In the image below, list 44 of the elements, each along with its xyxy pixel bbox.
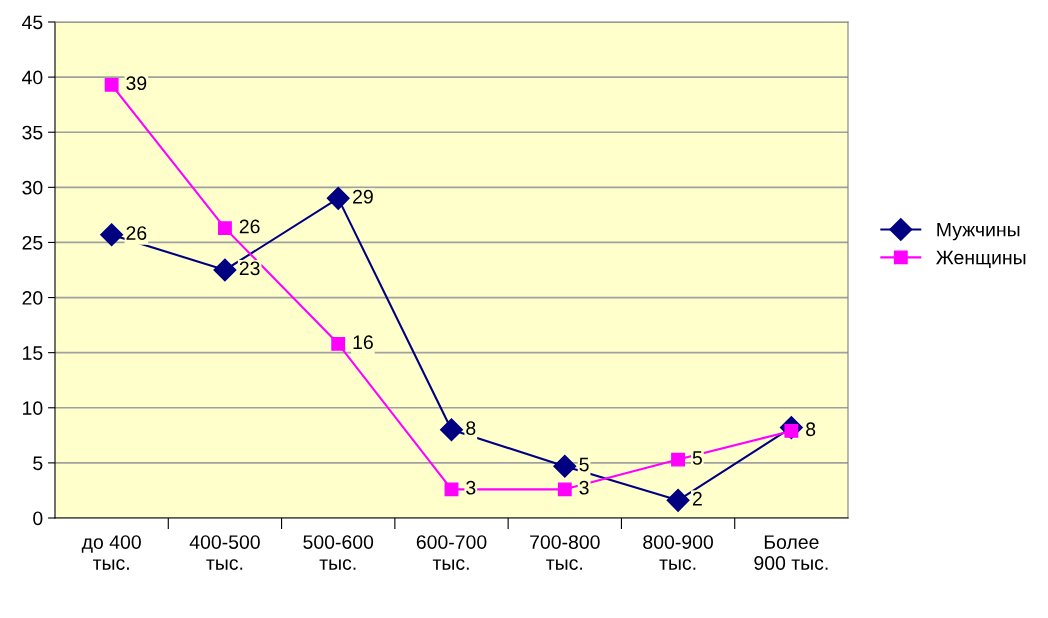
y-tick-label: 5 — [33, 456, 43, 471]
x-tick-label: 700-800 тыс. — [530, 535, 600, 570]
point — [553, 454, 577, 478]
y-tick-label: 35 — [22, 125, 43, 140]
data-label: 3 — [466, 480, 476, 495]
point — [104, 77, 119, 92]
legend-label: Женщины — [936, 250, 1026, 269]
data-label: 23 — [239, 261, 260, 276]
y-tick-label: 15 — [23, 346, 43, 360]
x-tick-label: 800-900 тыс. — [643, 535, 713, 570]
x-tick-label: 500-600 тыс. — [303, 535, 374, 570]
x-tick-label: до 400 тыс. — [81, 535, 141, 570]
data-label: 5 — [692, 451, 702, 465]
y-tick-label: 40 — [22, 70, 43, 85]
data-label: 2 — [692, 491, 702, 506]
data-label: 8 — [466, 421, 476, 436]
data-label: 26 — [126, 226, 147, 240]
point — [100, 223, 124, 247]
legend-label: Мужчины — [937, 222, 1020, 241]
y-tick-label: 45 — [22, 15, 43, 30]
point — [217, 221, 232, 236]
data-label: 8 — [806, 422, 816, 437]
data-label: 39 — [126, 76, 147, 91]
point — [671, 452, 686, 467]
point — [326, 186, 350, 210]
data-label: 5 — [579, 457, 589, 472]
point — [213, 258, 237, 282]
point — [440, 418, 463, 442]
x-tick-label: 600-700 тыс. — [416, 535, 487, 570]
data-label: 16 — [353, 335, 373, 350]
y-tick-label: 10 — [23, 401, 43, 416]
y-tick-label: 25 — [22, 235, 43, 250]
x-tick-label: 400-500 тыс. — [189, 535, 260, 570]
data-label: 26 — [239, 219, 260, 234]
point — [557, 482, 572, 497]
point — [666, 488, 690, 512]
data-label: 3 — [579, 480, 589, 495]
point — [331, 336, 346, 351]
y-tick-label: 30 — [22, 180, 43, 195]
y-tick-label: 20 — [22, 291, 43, 305]
y-tick-label: 0 — [33, 511, 43, 526]
data-label: 29 — [353, 189, 373, 204]
point — [444, 482, 459, 497]
x-tick-label: Более 900 тыс. — [754, 535, 828, 570]
